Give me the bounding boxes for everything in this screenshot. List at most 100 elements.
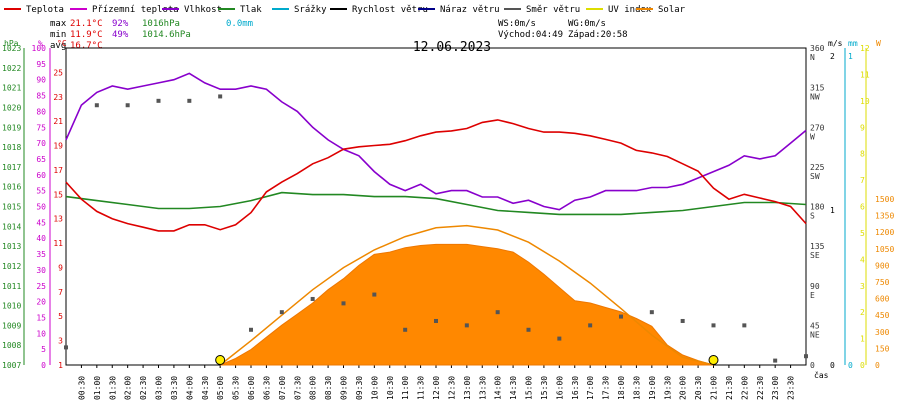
wind-direction-point xyxy=(588,323,593,328)
x-tick-label: 22:30 xyxy=(756,376,765,400)
x-tick-label: 14:30 xyxy=(509,376,518,400)
wind-direction-point xyxy=(403,327,408,332)
uv-tick: 4 xyxy=(860,255,865,264)
stat-min-temp: 11.9°C xyxy=(70,30,103,40)
stat-max-label: max xyxy=(50,19,67,29)
temperature-tick: 15 xyxy=(53,190,63,199)
legend-label: Přízemní teplota xyxy=(92,5,179,15)
direction-label: E xyxy=(810,291,815,300)
x-tick-label: 19:30 xyxy=(663,376,672,400)
x-tick-label: 08:00 xyxy=(309,376,318,400)
plot-area xyxy=(64,72,808,366)
uv-tick: 1 xyxy=(860,335,865,344)
stat-avg-label: avg xyxy=(50,41,66,51)
humidity-tick: 40 xyxy=(36,234,46,243)
rain-unit: mm xyxy=(848,39,858,48)
x-tick-label: 19:00 xyxy=(648,376,657,400)
direction-tick: 315 xyxy=(810,84,825,93)
wind-direction-point xyxy=(310,296,315,301)
direction-tick: 90 xyxy=(810,282,820,291)
pressure-tick: 1009 xyxy=(2,321,21,330)
x-tick-label: 01:00 xyxy=(93,376,102,400)
legend: Teplota Přízemní teplota Vlhkost Tlak Srážky… xyxy=(4,5,686,15)
x-tick-label: 17:00 xyxy=(586,376,595,400)
rain-tick: 0 xyxy=(848,361,853,370)
solar-tick: 1200 xyxy=(875,228,894,237)
x-tick-label: 02:30 xyxy=(139,376,148,400)
temperature-tick: 13 xyxy=(53,215,63,224)
legend-label: Směr větru xyxy=(526,5,580,15)
x-tick-label: 09:00 xyxy=(340,376,349,400)
direction-tick: 180 xyxy=(810,203,825,212)
speed-tick: 2 xyxy=(830,52,835,61)
wind-direction-point xyxy=(434,318,438,323)
direction-tick: 0 xyxy=(810,361,815,370)
x-tick-label: 10:00 xyxy=(370,376,379,400)
direction-label: NW xyxy=(810,93,820,102)
humidity-tick: 55 xyxy=(36,187,46,196)
speed-tick: 0 xyxy=(830,361,835,370)
x-tick-label: 12:00 xyxy=(432,376,441,400)
solar-tick: 450 xyxy=(875,311,890,320)
x-tick-label: 21:30 xyxy=(725,376,734,400)
x-tick-label: 07:30 xyxy=(293,376,302,400)
solar-tick: 1350 xyxy=(875,212,894,221)
uv-tick: 2 xyxy=(860,308,865,317)
legend-label: Rychlost větru xyxy=(352,5,428,15)
stat-max-press: 1016hPa xyxy=(142,19,180,29)
x-tick-label: 20:00 xyxy=(679,376,688,400)
humidity-tick: 85 xyxy=(36,92,46,101)
pressure-tick: 1013 xyxy=(2,242,21,251)
stat-min-press: 1014.6hPa xyxy=(142,30,191,40)
x-tick-label: 23:00 xyxy=(771,376,780,400)
solar-tick: 600 xyxy=(875,295,890,304)
direction-label: S xyxy=(810,212,815,221)
pressure-tick: 1014 xyxy=(2,222,21,231)
wind-direction-point xyxy=(742,323,747,328)
x-tick-label: 13:30 xyxy=(478,376,487,400)
direction-label: N xyxy=(810,53,815,62)
x-tick-label: 17:30 xyxy=(602,376,611,400)
solar-tick: 150 xyxy=(875,344,890,353)
uv-tick: 9 xyxy=(860,123,865,132)
legend-label: UV index xyxy=(608,5,652,15)
wind-direction-point xyxy=(64,345,68,350)
x-tick-label: 12:30 xyxy=(447,376,456,400)
temperature-tick: 9 xyxy=(58,263,63,272)
stat-ws: WS:0m/s xyxy=(498,19,536,29)
direction-tick: 225 xyxy=(810,163,825,172)
uv-tick: 5 xyxy=(860,229,865,238)
uv-tick: 6 xyxy=(860,203,865,212)
humidity-tick: 70 xyxy=(36,139,46,148)
humidity-tick: 100 xyxy=(32,44,47,53)
pressure-tick: 1017 xyxy=(2,163,21,172)
legend-label: Náraz větru xyxy=(440,5,500,15)
direction-tick: 135 xyxy=(810,242,825,251)
humidity-tick: 30 xyxy=(36,266,46,275)
uv-tick: 11 xyxy=(860,70,870,79)
uv-tick: 3 xyxy=(860,282,865,291)
x-tick-label: 16:00 xyxy=(555,376,564,400)
wind-direction-point xyxy=(187,98,192,103)
speed-tick: 1 xyxy=(830,206,835,215)
stat-avg-temp: 16.7°C xyxy=(70,41,103,51)
solar-unit: W xyxy=(876,39,881,48)
wind-direction-point xyxy=(711,323,716,328)
pressure-tick: 1018 xyxy=(2,143,21,152)
x-tick-label: 11:00 xyxy=(401,376,410,400)
uv-tick: 0 xyxy=(860,361,865,370)
temperature-tick: 17 xyxy=(53,166,63,175)
humidity-tick: 10 xyxy=(36,329,46,338)
x-axis-unit: čas xyxy=(814,370,829,380)
humidity-tick: 25 xyxy=(36,282,46,291)
pressure-tick: 1022 xyxy=(2,64,21,73)
humidity-tick: 80 xyxy=(36,107,46,116)
uv-tick: 7 xyxy=(860,176,865,185)
humidity-tick: 90 xyxy=(36,76,46,85)
wind-direction-point xyxy=(804,354,808,359)
uv-tick: 12 xyxy=(860,44,870,53)
x-tick-label: 06:00 xyxy=(247,376,256,400)
pressure-tick: 1011 xyxy=(2,282,21,291)
solar-tick: 1050 xyxy=(875,245,894,254)
humidity-tick: 50 xyxy=(36,203,46,212)
